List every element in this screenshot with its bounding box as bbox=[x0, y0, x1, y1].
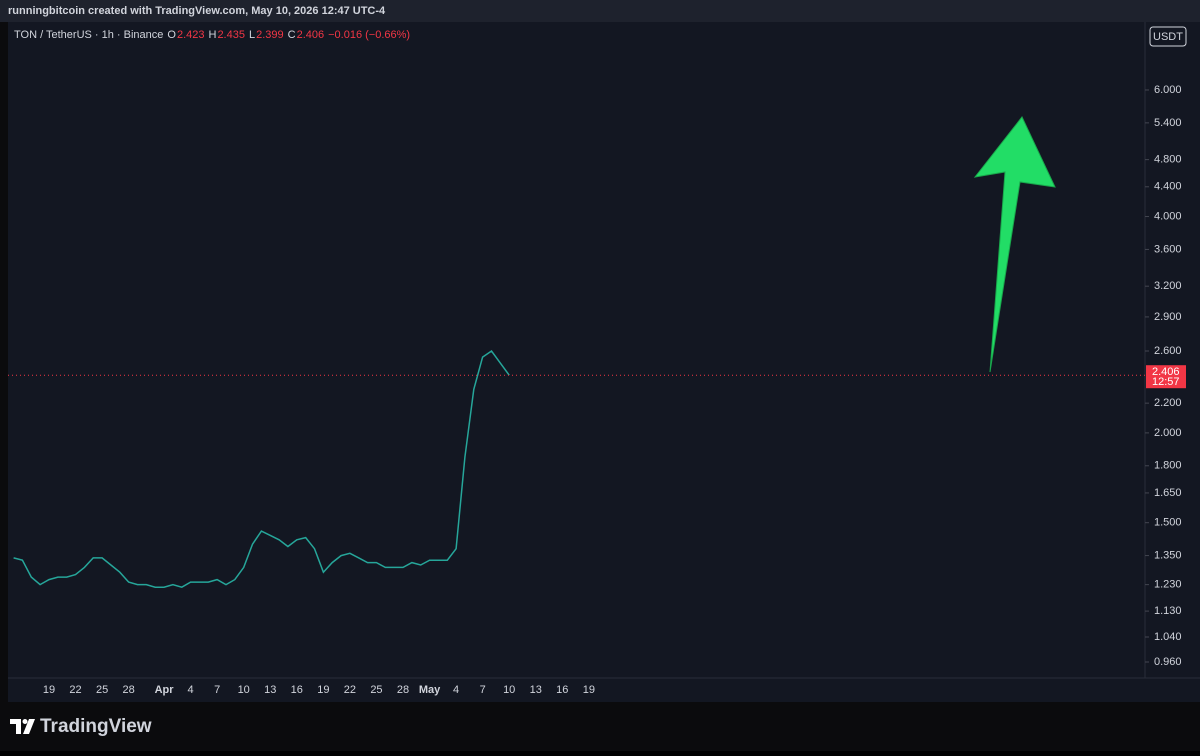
legend-close: 2.406 bbox=[297, 29, 325, 41]
x-tick-label: 22 bbox=[344, 684, 356, 696]
y-tick-label: 1.230 bbox=[1154, 579, 1182, 591]
currency: USDT bbox=[1153, 31, 1183, 43]
legend-change: −0.016 (−0.66%) bbox=[328, 29, 410, 41]
y-tick-label: 1.040 bbox=[1154, 631, 1182, 643]
legend: TON / TetherUS · 1h · Binance O 2.423 H 2.43… bbox=[14, 29, 410, 41]
y-tick-label: 1.130 bbox=[1154, 605, 1182, 617]
y-tick-label: 0.960 bbox=[1154, 656, 1182, 668]
x-tick-label: 16 bbox=[556, 684, 568, 696]
x-tick-label: 19 bbox=[43, 684, 55, 696]
x-tick-label: 7 bbox=[480, 684, 486, 696]
currency-box bbox=[1149, 26, 1187, 47]
y-tick-label: 1.650 bbox=[1154, 487, 1182, 499]
y-tick-label: 2.000 bbox=[1154, 427, 1182, 439]
y-tick-label: 3.200 bbox=[1154, 280, 1182, 292]
plot-area bbox=[8, 22, 1145, 678]
legend-symbol: TON / TetherUS · 1h · Binance bbox=[14, 29, 163, 41]
x-tick-label: 16 bbox=[291, 684, 303, 696]
y-tick-label: 1.500 bbox=[1154, 517, 1182, 529]
x-tick-label: 7 bbox=[214, 684, 220, 696]
x-tick-label: 13 bbox=[530, 684, 542, 696]
x-tick-label: 22 bbox=[69, 684, 81, 696]
time-axis bbox=[8, 678, 1200, 702]
y-tick-label: 2.200 bbox=[1154, 397, 1182, 409]
arrow bbox=[973, 116, 1056, 373]
x-tick-label: 25 bbox=[96, 684, 108, 696]
y-tick-label: 4.400 bbox=[1154, 181, 1182, 193]
legend-c-label: C bbox=[288, 29, 296, 41]
legend-o-label: O bbox=[167, 29, 176, 41]
y-tick-label: 4.800 bbox=[1154, 154, 1182, 166]
x-tick-label: 13 bbox=[264, 684, 276, 696]
header: runningbitcoin created with TradingView.… bbox=[8, 5, 386, 17]
y-tick-label: 3.600 bbox=[1154, 243, 1182, 255]
x-tick-label: 28 bbox=[397, 684, 409, 696]
y-tick-label: 2.600 bbox=[1154, 345, 1182, 357]
last-price-label: 2.406 bbox=[1152, 366, 1180, 378]
x-tick-label: May bbox=[419, 684, 441, 696]
x-tick-label: 28 bbox=[123, 684, 135, 696]
y-tick-label: 1.350 bbox=[1154, 549, 1182, 561]
legend-high: 2.435 bbox=[217, 29, 245, 41]
price-line bbox=[13, 349, 510, 589]
x-tick-label: 19 bbox=[583, 684, 595, 696]
legend-open: 2.423 bbox=[177, 29, 205, 41]
x-tick-label: 4 bbox=[453, 684, 459, 696]
logo bbox=[10, 719, 35, 734]
price-axis bbox=[1145, 22, 1200, 678]
x-tick-label: Apr bbox=[155, 684, 175, 696]
header-bar bbox=[0, 0, 1200, 22]
y-tick-label: 4.000 bbox=[1154, 210, 1182, 222]
legend-h-label: H bbox=[208, 29, 216, 41]
last-price-box bbox=[1146, 365, 1186, 389]
x-tick-label: 4 bbox=[188, 684, 194, 696]
y-tick-label: 5.400 bbox=[1154, 117, 1182, 129]
countdown: 12:57 bbox=[1152, 376, 1180, 388]
y-tick-label: 6.000 bbox=[1154, 84, 1182, 96]
x-tick-label: 25 bbox=[370, 684, 382, 696]
x-tick-label: 19 bbox=[317, 684, 329, 696]
brand: TradingView bbox=[40, 716, 152, 737]
legend-l-label: L bbox=[249, 29, 255, 41]
y-tick-label: 1.800 bbox=[1154, 460, 1182, 472]
legend-low: 2.399 bbox=[256, 29, 284, 41]
y-tick-label: 2.900 bbox=[1154, 311, 1182, 323]
x-tick-label: 10 bbox=[503, 684, 515, 696]
x-tick-label: 10 bbox=[238, 684, 250, 696]
